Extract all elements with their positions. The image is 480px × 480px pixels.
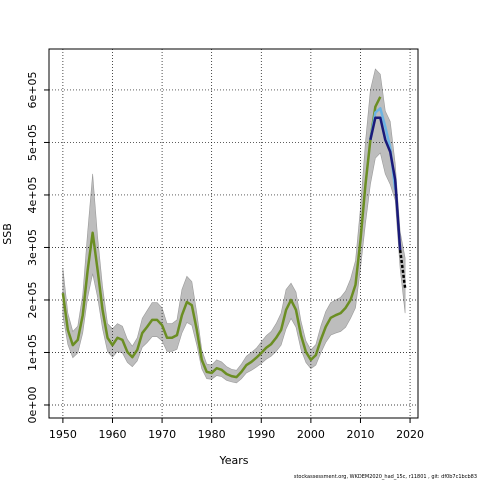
x-tick-label: 1980 xyxy=(198,428,226,441)
confidence-band xyxy=(62,68,406,384)
x-tick-label: 2020 xyxy=(396,428,424,441)
x-tick-label: 1970 xyxy=(148,428,176,441)
x-tick-label: 1990 xyxy=(247,428,275,441)
y-tick-label: 0e+00 xyxy=(26,386,39,423)
y-tick-label: 5e+05 xyxy=(26,124,39,161)
y-tick-label: 4e+05 xyxy=(26,176,39,213)
x-axis-label: Years xyxy=(218,454,248,467)
y-tick-label: 1e+05 xyxy=(26,334,39,371)
x-tick-label: 1960 xyxy=(98,428,126,441)
x-tick-label: 2010 xyxy=(346,428,374,441)
footer: stockassessment.org, WKDEM2020_had_15c, … xyxy=(294,474,477,480)
x-tick-label: 1950 xyxy=(49,428,77,441)
y-axis-label: SSB xyxy=(1,223,14,245)
y-tick-label: 3e+05 xyxy=(26,229,39,266)
y-tick-label: 6e+05 xyxy=(26,71,39,108)
x-tick-label: 2000 xyxy=(297,428,325,441)
series-line xyxy=(398,249,407,289)
series-line xyxy=(61,96,382,379)
y-tick-label: 2e+05 xyxy=(26,281,39,318)
plot-frame xyxy=(48,48,419,419)
series-line xyxy=(369,116,402,251)
